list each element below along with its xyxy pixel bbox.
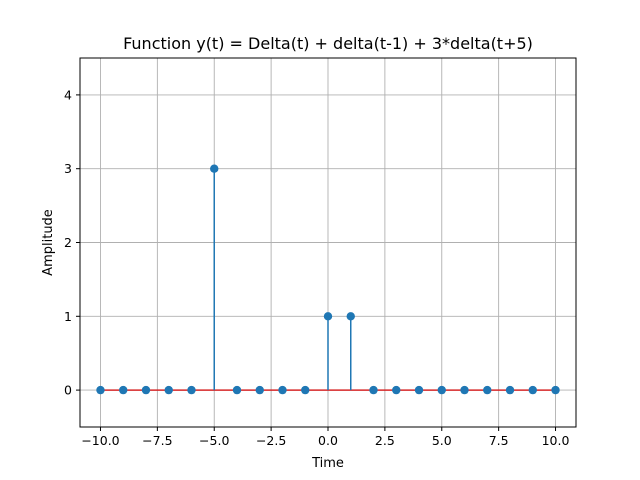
markers [96, 164, 560, 395]
stem-marker [210, 164, 219, 173]
y-tick-label: 3 [64, 161, 72, 176]
x-tick-label: 2.5 [375, 433, 395, 448]
y-tick-label: 4 [64, 87, 72, 102]
stem-marker [505, 385, 515, 395]
stem-marker [164, 385, 173, 395]
stem-marker [187, 385, 196, 395]
stem-marker [119, 385, 128, 395]
chart-title: Function y(t) = Delta(t) + delta(t-1) + … [123, 34, 533, 53]
stem-marker [551, 385, 560, 395]
y-tick-label: 2 [64, 235, 72, 250]
y-axis-label: Amplitude [41, 209, 56, 276]
x-tick-label: −7.5 [142, 433, 172, 448]
stem-marker [96, 385, 105, 395]
x-tick-label: 5.0 [432, 433, 452, 448]
x-tick-label: 7.5 [489, 433, 509, 448]
stem-marker [346, 312, 355, 321]
x-tick-label: 10.0 [542, 433, 570, 448]
y-axis-ticks: 0 1 2 3 4 [64, 87, 80, 398]
stem-marker [323, 312, 333, 321]
y-tick-label: 1 [64, 309, 72, 324]
stem-marker [460, 385, 469, 395]
grid [80, 58, 576, 427]
x-tick-label: −5.0 [199, 433, 229, 448]
stem-marker [437, 385, 446, 395]
x-axis-ticks: −10.0 −7.5 −5.0 −2.5 0.0 2.5 5.0 7.5 10.0 [81, 427, 569, 448]
x-tick-label: −2.5 [256, 433, 286, 448]
x-tick-label: 0.0 [318, 433, 338, 448]
stem-marker [414, 385, 424, 395]
stem-marker [278, 385, 287, 395]
stem-marker [255, 385, 264, 395]
stem-marker [528, 385, 537, 395]
stems [213, 168, 352, 391]
stem-marker [301, 385, 310, 395]
stem-marker [483, 385, 492, 395]
stem-marker [232, 385, 242, 395]
stem-marker [392, 385, 401, 395]
stem-marker [141, 385, 151, 395]
y-tick-label: 0 [64, 383, 72, 398]
x-axis-label: Time [311, 456, 344, 471]
stem-marker [369, 385, 378, 395]
x-tick-label: −10.0 [81, 433, 119, 448]
